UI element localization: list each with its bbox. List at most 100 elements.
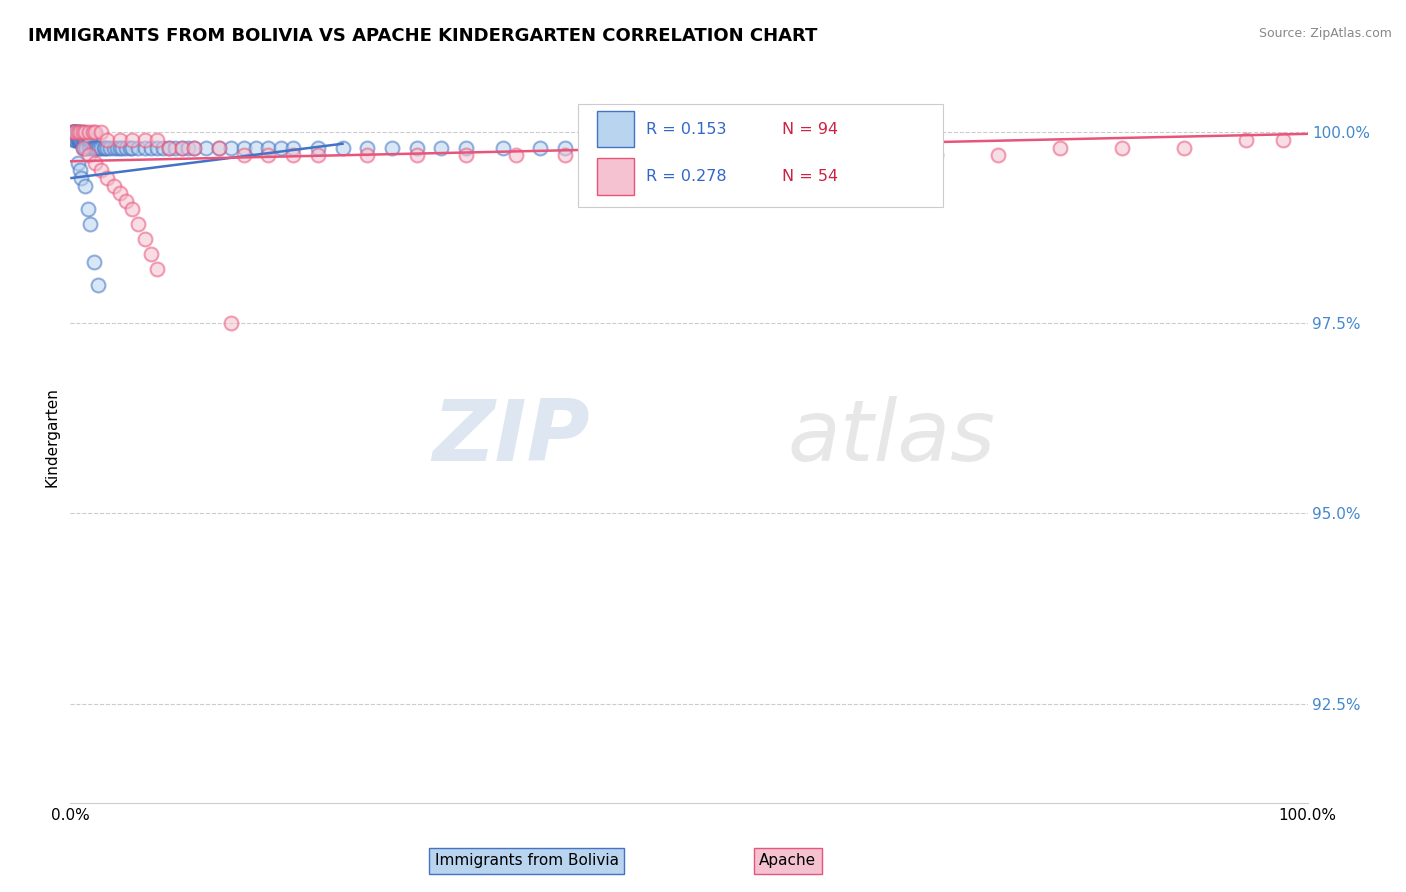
Point <box>678 148 700 162</box>
Point <box>96 140 118 154</box>
Text: Apache: Apache <box>759 854 817 868</box>
Point <box>73 140 96 154</box>
Point <box>72 133 94 147</box>
Point <box>257 148 280 162</box>
Point <box>69 163 91 178</box>
Point <box>121 202 143 216</box>
Text: IMMIGRANTS FROM BOLIVIA VS APACHE KINDERGARTEN CORRELATION CHART: IMMIGRANTS FROM BOLIVIA VS APACHE KINDER… <box>28 27 817 45</box>
Point <box>79 217 101 231</box>
Point <box>82 140 104 154</box>
Point <box>103 178 125 193</box>
Point <box>134 232 156 246</box>
Point <box>108 186 131 201</box>
Text: N = 54: N = 54 <box>782 169 838 184</box>
Text: atlas: atlas <box>787 395 995 479</box>
Point <box>170 140 193 154</box>
Point <box>83 255 105 269</box>
Point <box>84 155 107 169</box>
Point <box>356 148 378 162</box>
FancyBboxPatch shape <box>578 104 942 207</box>
Point <box>405 148 427 162</box>
Point <box>157 140 180 154</box>
Point <box>554 140 576 154</box>
Point <box>307 148 329 162</box>
Point <box>90 163 112 178</box>
Point <box>77 140 100 154</box>
Point <box>232 148 254 162</box>
Point <box>152 140 174 154</box>
Point <box>67 125 90 139</box>
Point <box>208 140 231 154</box>
Point <box>63 125 86 139</box>
Point <box>86 140 108 154</box>
Point <box>75 140 97 154</box>
Point <box>72 125 94 139</box>
Point <box>75 133 97 147</box>
Point <box>307 140 329 154</box>
Point <box>65 125 87 139</box>
Point <box>67 133 90 147</box>
Point <box>134 133 156 147</box>
Point <box>801 148 824 162</box>
Point <box>83 140 105 154</box>
Point <box>505 148 527 162</box>
Point <box>139 140 162 154</box>
Point <box>405 140 427 154</box>
Text: N = 94: N = 94 <box>782 121 838 136</box>
Point <box>96 171 118 186</box>
Point <box>1234 133 1257 147</box>
Point <box>65 125 87 139</box>
Point <box>863 148 886 162</box>
Point <box>492 140 515 154</box>
Point <box>103 140 125 154</box>
Point <box>529 140 551 154</box>
Point <box>281 140 304 154</box>
Point <box>80 140 103 154</box>
Point <box>73 133 96 147</box>
Point <box>94 140 117 154</box>
Point <box>72 140 94 154</box>
Point <box>195 140 218 154</box>
FancyBboxPatch shape <box>598 111 634 147</box>
Point <box>1173 140 1195 154</box>
Point <box>76 202 98 216</box>
Point <box>66 155 89 169</box>
Point <box>75 140 97 154</box>
Point <box>1271 133 1294 147</box>
Point <box>70 133 93 147</box>
Point <box>554 148 576 162</box>
Point <box>69 125 91 139</box>
Point <box>77 133 100 147</box>
Text: Immigrants from Bolivia: Immigrants from Bolivia <box>434 854 619 868</box>
Point <box>69 133 91 147</box>
Point <box>96 133 118 147</box>
Point <box>66 133 89 147</box>
Point <box>84 140 107 154</box>
Text: R = 0.278: R = 0.278 <box>645 169 727 184</box>
Point <box>381 140 404 154</box>
Point <box>430 140 453 154</box>
Point <box>84 140 107 154</box>
Point <box>62 125 84 139</box>
Point <box>245 140 267 154</box>
Text: ZIP: ZIP <box>432 395 591 479</box>
Point <box>84 125 107 139</box>
Point <box>139 247 162 261</box>
Point <box>75 125 97 139</box>
Point <box>66 133 89 147</box>
Point <box>70 133 93 147</box>
Point <box>60 125 83 139</box>
Point <box>73 133 96 147</box>
Text: R = 0.153: R = 0.153 <box>645 121 725 136</box>
Point <box>77 125 100 139</box>
Point <box>67 133 90 147</box>
Point <box>108 133 131 147</box>
Point <box>146 133 169 147</box>
Point <box>111 140 134 154</box>
Point <box>232 140 254 154</box>
Point <box>65 125 87 139</box>
Point <box>121 140 143 154</box>
Point <box>115 194 138 208</box>
Point <box>134 140 156 154</box>
Point <box>75 178 97 193</box>
